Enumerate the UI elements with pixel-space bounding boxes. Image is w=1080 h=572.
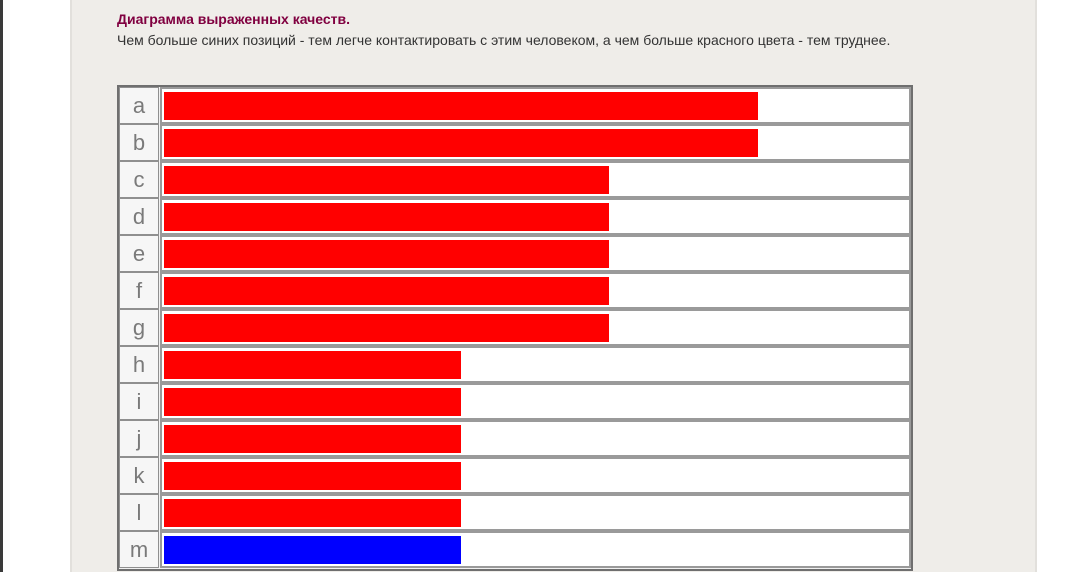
- chart-row-d: d: [119, 198, 911, 235]
- bar-b: [164, 129, 758, 157]
- left-edge-line: [0, 0, 3, 572]
- chart-row-h: h: [119, 346, 911, 383]
- right-margin: [1035, 0, 1080, 572]
- chart-row-c: c: [119, 161, 911, 198]
- bar-e: [164, 240, 609, 268]
- category-label: b: [119, 124, 159, 161]
- bar-cell: [160, 124, 911, 161]
- bar-h: [164, 351, 461, 379]
- bar-a: [164, 92, 758, 120]
- chart-title: Диаграмма выраженных качеств.: [117, 11, 351, 27]
- chart-row-k: k: [119, 457, 911, 494]
- right-divider: [1035, 0, 1037, 572]
- bar-l: [164, 499, 461, 527]
- category-label: h: [119, 346, 159, 383]
- chart-row-e: e: [119, 235, 911, 272]
- bar-cell: [160, 198, 911, 235]
- bar-cell: [160, 87, 911, 124]
- bar-g: [164, 314, 609, 342]
- bar-j: [164, 425, 461, 453]
- chart-row-g: g: [119, 309, 911, 346]
- bar-cell: [160, 346, 911, 383]
- category-label: j: [119, 420, 159, 457]
- bar-k: [164, 462, 461, 490]
- bar-cell: [160, 161, 911, 198]
- chart-row-m: m: [119, 531, 911, 568]
- bar-cell: [160, 235, 911, 272]
- chart-row-f: f: [119, 272, 911, 309]
- bar-cell: [160, 457, 911, 494]
- left-margin: [0, 0, 72, 572]
- bar-cell: [160, 272, 911, 309]
- bar-cell: [160, 383, 911, 420]
- category-label: l: [119, 494, 159, 531]
- category-label: e: [119, 235, 159, 272]
- category-label: g: [119, 309, 159, 346]
- bar-cell: [160, 494, 911, 531]
- bar-cell: [160, 420, 911, 457]
- bar-f: [164, 277, 609, 305]
- bar-c: [164, 166, 609, 194]
- bar-cell: [160, 309, 911, 346]
- chart-row-l: l: [119, 494, 911, 531]
- category-label: c: [119, 161, 159, 198]
- left-divider: [70, 0, 72, 572]
- bar-m: [164, 536, 461, 564]
- category-label: a: [119, 87, 159, 124]
- category-label: d: [119, 198, 159, 235]
- chart-row-a: a: [119, 87, 911, 124]
- category-label: f: [119, 272, 159, 309]
- bar-cell: [160, 531, 911, 568]
- chart-description: Чем больше синих позиций - тем легче кон…: [117, 32, 891, 48]
- category-label: i: [119, 383, 159, 420]
- category-label: k: [119, 457, 159, 494]
- bar-d: [164, 203, 609, 231]
- category-label: m: [119, 531, 159, 568]
- chart-row-j: j: [119, 420, 911, 457]
- chart-row-i: i: [119, 383, 911, 420]
- bar-i: [164, 388, 461, 416]
- chart-row-b: b: [119, 124, 911, 161]
